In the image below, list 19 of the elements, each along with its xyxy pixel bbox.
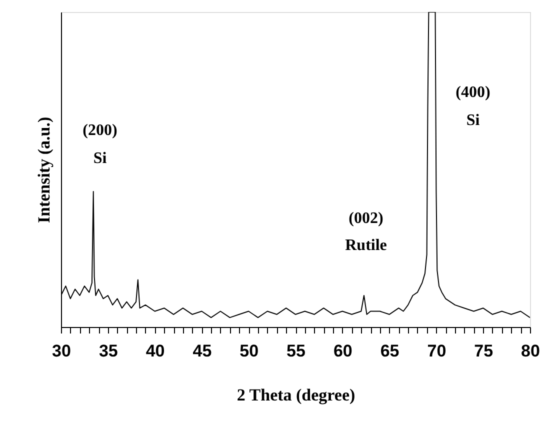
x-tick-label: 30 — [52, 342, 71, 360]
x-tick-label: 80 — [521, 342, 540, 360]
annotation: Si — [93, 150, 108, 167]
x-tick-label: 75 — [474, 342, 494, 360]
annotation: (400) — [456, 84, 490, 101]
annotation: Rutile — [345, 237, 387, 254]
y-axis-title: Intensity (a.u.) — [34, 116, 54, 224]
x-tick-label: 70 — [427, 342, 446, 360]
x-axis-title: 2 Theta (degree) — [236, 386, 356, 404]
x-tick-label: 60 — [333, 342, 352, 360]
x-tick-label: 50 — [240, 342, 259, 360]
annotation: Si — [466, 112, 480, 129]
x-tick-label: 45 — [192, 342, 212, 360]
x-tick-label: 35 — [98, 342, 118, 360]
x-tick-label: 55 — [286, 342, 306, 360]
x-tick-label: 65 — [380, 342, 400, 360]
annotation: (200) — [82, 122, 118, 139]
x-tick-label: 40 — [146, 342, 165, 360]
annotation: (002) — [348, 210, 384, 227]
